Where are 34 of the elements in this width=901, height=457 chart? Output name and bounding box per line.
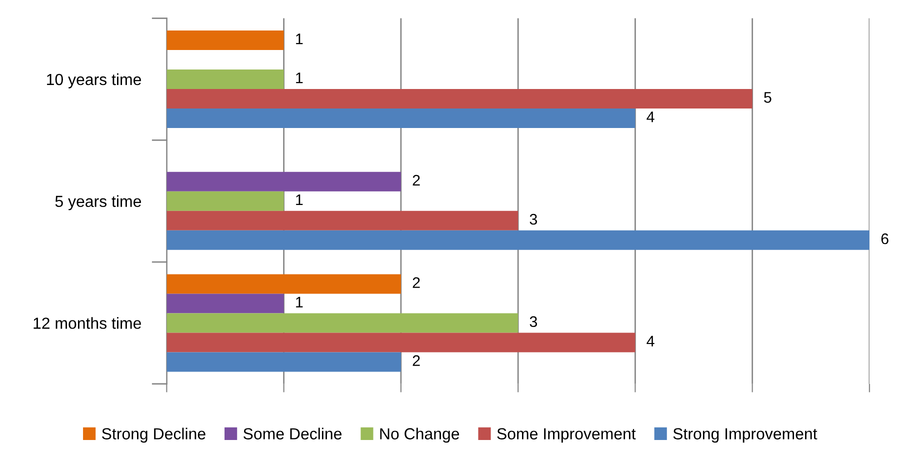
bar xyxy=(166,210,518,230)
bar xyxy=(166,294,284,314)
bar xyxy=(166,88,752,108)
legend-label: No Change xyxy=(380,428,460,443)
data-label: 2 xyxy=(412,277,420,288)
legend-label: Strong Decline xyxy=(102,428,206,443)
bar xyxy=(166,30,284,50)
bar xyxy=(166,172,401,192)
data-label: 2 xyxy=(412,174,420,186)
y-tick-label: 12 months time xyxy=(34,317,141,329)
legend-label: Strong Improvement xyxy=(673,428,818,443)
data-label: 4 xyxy=(646,112,654,122)
bar xyxy=(166,332,636,352)
bar xyxy=(166,274,401,294)
data-label: 2 xyxy=(412,355,420,366)
bar xyxy=(166,352,401,372)
bar xyxy=(166,230,870,250)
bar xyxy=(166,69,284,89)
y-tick-label: 5 years time xyxy=(55,195,141,210)
legend-label: Some Improvement xyxy=(497,428,636,443)
data-label: 3 xyxy=(530,316,538,328)
legend-label: Some Decline xyxy=(244,428,342,440)
data-label: 5 xyxy=(764,92,772,103)
bar xyxy=(166,108,636,128)
bar xyxy=(166,313,518,333)
data-label: 1 xyxy=(296,194,303,206)
bar xyxy=(166,191,284,211)
y-tick-label: 10 years time xyxy=(47,73,141,88)
data-label: 6 xyxy=(881,233,888,244)
data-label: 1 xyxy=(296,34,303,44)
data-label: 4 xyxy=(646,336,654,346)
data-label: 3 xyxy=(530,214,538,225)
data-label: 1 xyxy=(296,296,303,308)
data-label: 1 xyxy=(296,72,303,84)
